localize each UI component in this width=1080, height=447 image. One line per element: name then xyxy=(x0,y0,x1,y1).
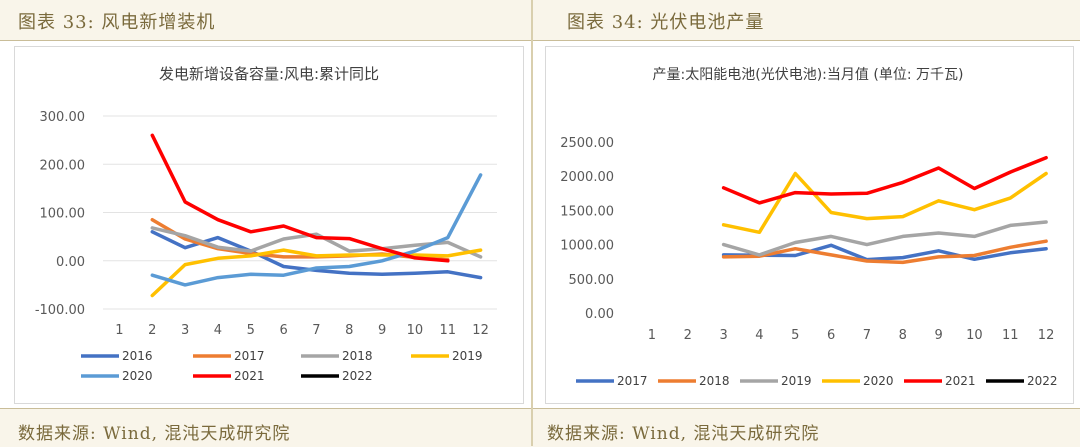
y-tick-label: -100.00 xyxy=(35,303,85,318)
series-line-2020 xyxy=(150,173,483,287)
right-panel-header: 图表 34: 光伏电池产量 xyxy=(533,0,1080,41)
x-tick-label: 10 xyxy=(966,328,983,343)
y-tick-label: 1000.00 xyxy=(560,239,614,254)
panel-divider xyxy=(531,0,533,446)
x-tick-label: 4 xyxy=(755,328,763,343)
legend-label-2019: 2019 xyxy=(781,374,812,388)
x-tick-label: 1 xyxy=(115,323,123,338)
right-panel-footer: 数据来源: Wind, 混沌天成研究院 xyxy=(533,408,1080,447)
legend-label-2016: 2016 xyxy=(122,349,153,363)
left-panel-source: 数据来源: Wind, 混沌天成研究院 xyxy=(18,424,291,444)
x-tick-label: 8 xyxy=(345,323,353,338)
x-tick-label: 7 xyxy=(312,323,320,338)
y-tick-label: 500.00 xyxy=(569,273,615,288)
x-tick-label: 11 xyxy=(1002,328,1019,343)
x-tick-label: 2 xyxy=(684,328,692,343)
y-tick-label: 1500.00 xyxy=(560,204,614,219)
x-tick-label: 9 xyxy=(934,328,942,343)
legend-label-2020: 2020 xyxy=(863,374,894,388)
left-panel-header: 图表 33: 风电新增装机 xyxy=(0,0,533,41)
wind-chart: 发电新增设备容量:风电:累计同比 300.00 200.00 100.00 0.00 -1… xyxy=(35,65,497,383)
left-panel: 图表 33: 风电新增装机 发电新增设备容量:风电:累计同比 300.00 200.… xyxy=(0,0,533,447)
solar-chart: 产量:太阳能电池(光伏电池):当月值 (单位: 万千瓦)2500.002000.… xyxy=(560,67,1058,388)
x-tick-label: 12 xyxy=(472,323,489,338)
legend-label-2022: 2022 xyxy=(1027,374,1058,388)
x-tick-label: 1 xyxy=(648,328,656,343)
solar-chart-frame: 产量:太阳能电池(光伏电池):当月值 (单位: 万千瓦) 2500.00 2000.… xyxy=(545,46,1074,404)
x-tick-label: 6 xyxy=(279,323,287,338)
x-tick-label: 7 xyxy=(863,328,871,343)
chart-title: 发电新增设备容量:风电:累计同比 xyxy=(159,65,379,83)
series-line-2019 xyxy=(721,220,1048,257)
y-tick-label: 0.00 xyxy=(585,307,614,322)
y-tick-label: 2500.00 xyxy=(560,136,614,151)
x-tick-label: 12 xyxy=(1038,328,1055,343)
legend-label-2017: 2017 xyxy=(617,374,648,388)
legend-label-2021: 2021 xyxy=(945,374,976,388)
right-panel: 图表 34: 光伏电池产量 产量:太阳能电池(光伏电池):当月值 (单位: 万千… xyxy=(533,0,1080,447)
legend-label-2022: 2022 xyxy=(342,369,373,383)
x-tick-label: 5 xyxy=(247,323,255,338)
left-panel-title: 图表 33: 风电新增装机 xyxy=(18,12,216,33)
x-tick-label: 2 xyxy=(148,323,156,338)
legend-label-2019: 2019 xyxy=(452,349,483,363)
legend-label-2021: 2021 xyxy=(234,369,265,383)
series-line-2021 xyxy=(150,133,450,263)
legend-label-2018: 2018 xyxy=(342,349,373,363)
series-line-2016 xyxy=(150,230,483,280)
legend-label-2018: 2018 xyxy=(699,374,730,388)
series-line-2019 xyxy=(150,248,483,298)
x-tick-label: 3 xyxy=(719,328,727,343)
series-line-2018 xyxy=(721,239,1048,265)
x-tick-label: 10 xyxy=(407,323,424,338)
legend-label-2017: 2017 xyxy=(234,349,265,363)
series-line-2020 xyxy=(721,171,1048,235)
x-tick-label: 9 xyxy=(378,323,386,338)
y-tick-label: 300.00 xyxy=(40,110,86,125)
right-panel-source: 数据来源: Wind, 混沌天成研究院 xyxy=(547,424,820,444)
y-tick-label: 0.00 xyxy=(56,255,85,270)
x-tick-label: 5 xyxy=(791,328,799,343)
x-tick-label: 4 xyxy=(214,323,222,338)
x-tick-label: 8 xyxy=(899,328,907,343)
wind-chart-frame: 发电新增设备容量:风电:累计同比 300.00 200.00 100.00 0.00 -1… xyxy=(14,46,524,404)
chart-title: 产量:太阳能电池(光伏电池):当月值 (单位: 万千瓦) xyxy=(653,67,964,83)
x-tick-label: 3 xyxy=(181,323,189,338)
series-line-2021 xyxy=(721,155,1048,205)
x-tick-label: 11 xyxy=(439,323,456,338)
series-line-2018 xyxy=(150,226,483,259)
y-tick-label: 100.00 xyxy=(40,207,86,222)
x-tick-label: 6 xyxy=(827,328,835,343)
right-panel-title: 图表 34: 光伏电池产量 xyxy=(567,12,765,33)
series-line-2017 xyxy=(721,243,1048,262)
y-tick-label: 200.00 xyxy=(40,158,86,173)
y-tick-label: 2000.00 xyxy=(560,170,614,185)
legend-label-2020: 2020 xyxy=(122,369,153,383)
left-panel-footer: 数据来源: Wind, 混沌天成研究院 xyxy=(0,408,533,447)
